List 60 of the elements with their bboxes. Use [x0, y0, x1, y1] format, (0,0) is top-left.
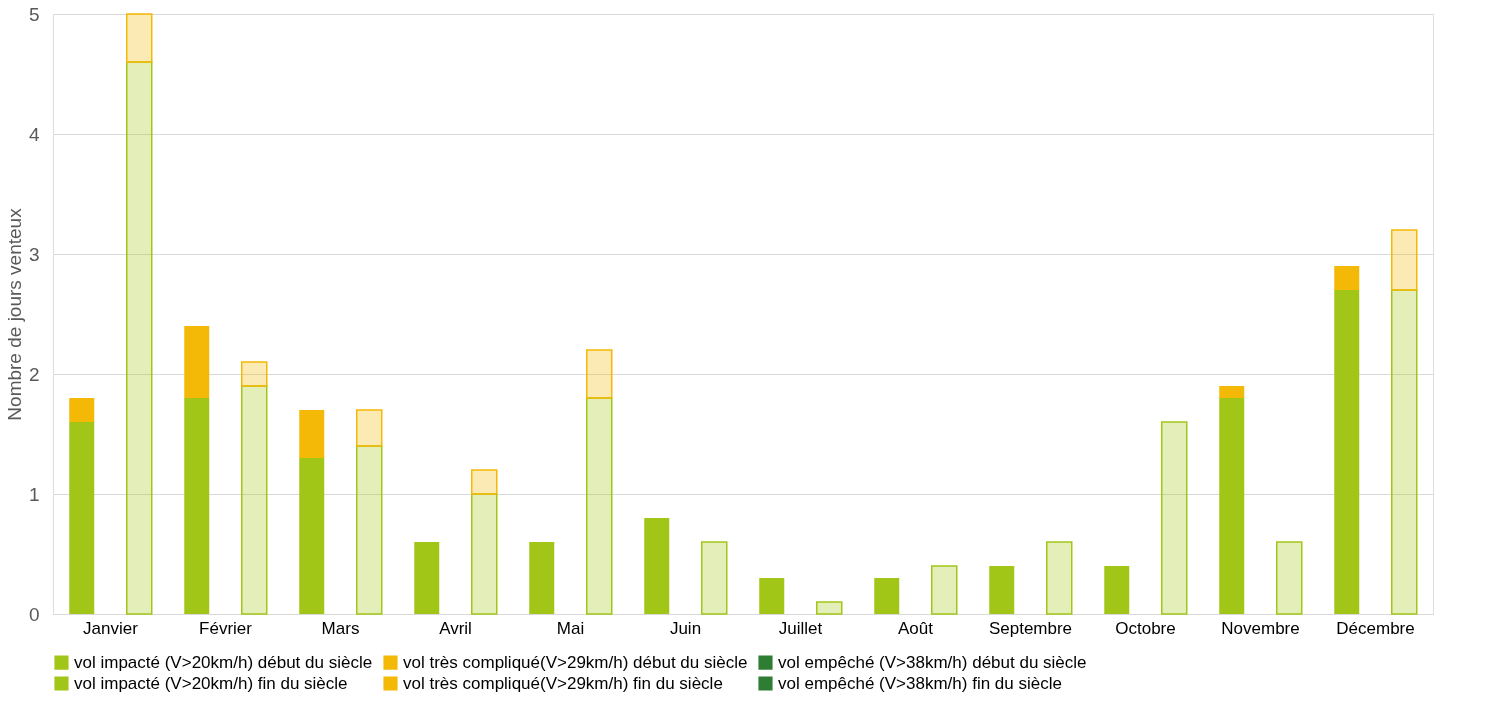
y-axis-title: Nombre de jours venteux — [3, 207, 25, 421]
bar — [69, 398, 95, 422]
bar — [356, 445, 383, 615]
legend-label: vol impacté (V>20km/h) fin du siècle — [74, 673, 348, 693]
x-tick-label: Juin — [669, 618, 702, 638]
bar — [874, 578, 900, 614]
legend-label: vol empêché (V>38km/h) fin du siècle — [778, 673, 1062, 693]
bar — [126, 61, 153, 615]
x-tick-label: Décembre — [1336, 618, 1415, 638]
x-tick-label: Août — [898, 618, 934, 638]
x-tick-label: Février — [199, 618, 253, 638]
bar — [1276, 541, 1303, 615]
x-tick-label: Janvier — [83, 618, 139, 638]
bar — [1219, 398, 1245, 614]
bar — [1104, 566, 1130, 614]
bar — [69, 422, 95, 614]
bar — [299, 458, 325, 614]
legend-label: vol très compliqué(V>29km/h) fin du siècle — [403, 673, 723, 693]
bar — [1334, 290, 1360, 614]
bar — [586, 349, 613, 399]
bar — [931, 565, 958, 615]
y-tick-label: 4 — [28, 123, 40, 145]
x-tick-label: Septembre — [988, 618, 1073, 638]
bar — [241, 361, 268, 387]
bar — [241, 385, 268, 615]
bar — [1219, 386, 1245, 398]
bar — [586, 397, 613, 615]
bar — [184, 398, 210, 614]
legend-label: vol impacté (V>20km/h) début du siècle — [74, 652, 373, 672]
bar — [471, 469, 498, 495]
x-tick-label: Juillet — [778, 618, 823, 638]
bar — [816, 601, 843, 615]
bar — [1161, 421, 1188, 615]
legend-label: vol très compliqué(V>29km/h) début du siècle — [403, 652, 748, 672]
y-tick-label: 5 — [28, 3, 40, 25]
bar — [989, 566, 1015, 614]
bar — [299, 410, 325, 458]
bar — [471, 493, 498, 615]
bar — [414, 542, 440, 614]
y-tick-label: 3 — [28, 243, 40, 265]
bar — [126, 13, 153, 63]
bar — [184, 326, 210, 398]
bar — [529, 542, 555, 614]
bar — [356, 409, 383, 447]
x-tick-label: Octobre — [1115, 618, 1176, 638]
y-tick-label: 2 — [28, 363, 40, 385]
bar — [759, 578, 785, 614]
legend-label: vol empêché (V>38km/h) début du siècle — [778, 652, 1087, 672]
x-tick-label: Avril — [439, 618, 472, 638]
bar — [644, 518, 670, 614]
y-tick-label: 0 — [28, 603, 40, 625]
x-tick-label: Mars — [321, 618, 360, 638]
bar — [1391, 229, 1418, 291]
bar — [1391, 289, 1418, 615]
x-tick-label: Mai — [556, 618, 585, 638]
bar — [1334, 266, 1360, 290]
bar — [1046, 541, 1073, 615]
bar — [701, 541, 728, 615]
x-tick-label: Novembre — [1221, 618, 1300, 638]
y-tick-label: 1 — [28, 483, 40, 505]
